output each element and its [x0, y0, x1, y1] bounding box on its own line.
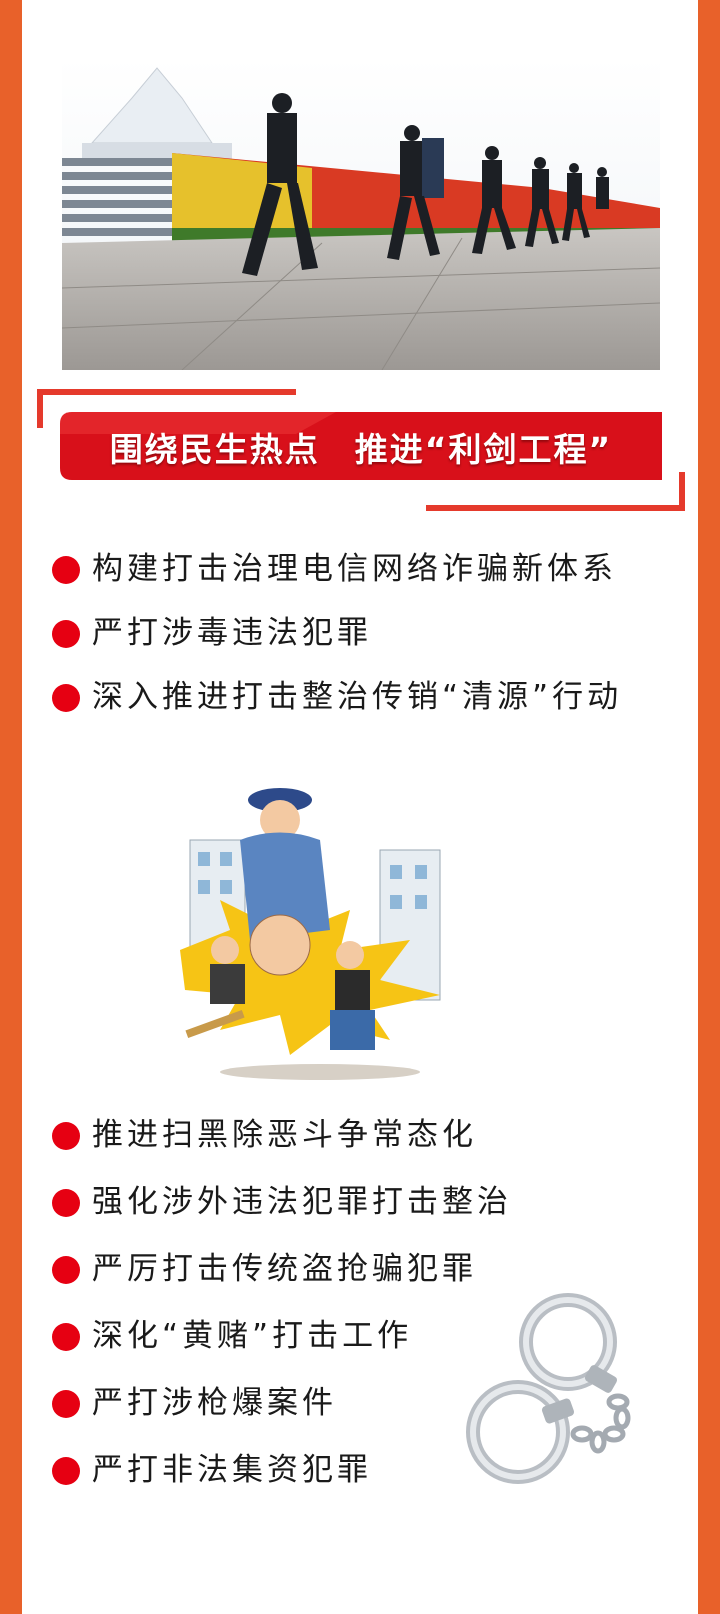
measures-list-bottom: 推进扫黑除恶斗争常态化 强化涉外违法犯罪打击整治 严厉打击传统盗抢骗犯罪 深化“… [52, 1110, 652, 1512]
red-dot-icon [52, 684, 80, 712]
list-item: 深入推进打击整治传销“清源”行动 [52, 672, 652, 722]
red-dot-icon [52, 1457, 80, 1485]
red-dot-icon [52, 1390, 80, 1418]
red-dot-icon [52, 620, 80, 648]
right-orange-border [698, 0, 720, 1614]
red-dot-icon [52, 556, 80, 584]
police-arrest-cartoon [180, 780, 460, 1080]
police-patrol-photo [62, 58, 660, 370]
red-dot-icon [52, 1323, 80, 1351]
list-item: 严打涉枪爆案件 [52, 1378, 652, 1428]
list-item: 推进扫黑除恶斗争常态化 [52, 1110, 652, 1160]
list-item-text: 深入推进打击整治传销“清源”行动 [92, 679, 623, 715]
list-item-text: 严厉打击传统盗抢骗犯罪 [92, 1251, 477, 1287]
cartoon-illustration [180, 788, 441, 1080]
handcuffs-graphic [466, 1293, 631, 1484]
left-orange-border [0, 0, 22, 1614]
list-item-text: 构建打击治理电信网络诈骗新体系 [92, 551, 617, 587]
red-dot-icon [52, 1189, 80, 1217]
list-item-text: 严打涉枪爆案件 [92, 1385, 337, 1421]
banner-title: 围绕民生热点 推进“利剑工程” [109, 430, 613, 469]
banner-background [37, 389, 685, 511]
list-item-text: 推进扫黑除恶斗争常态化 [92, 1117, 477, 1153]
list-item: 严打非法集资犯罪 [52, 1445, 652, 1495]
list-item: 构建打击治理电信网络诈骗新体系 [52, 544, 652, 594]
list-item-text: 深化“黄赌”打击工作 [92, 1318, 413, 1354]
list-item-text: 强化涉外违法犯罪打击整治 [92, 1184, 512, 1220]
list-item: 强化涉外违法犯罪打击整治 [52, 1177, 652, 1227]
list-item: 严厉打击传统盗抢骗犯罪 [52, 1244, 652, 1294]
red-dot-icon [52, 1122, 80, 1150]
section-banner: 围绕民生热点 推进“利剑工程” [36, 388, 686, 512]
list-item: 深化“黄赌”打击工作 [52, 1311, 652, 1361]
list-item: 严打涉毒违法犯罪 [52, 608, 652, 658]
handcuffs-icon [458, 1292, 658, 1492]
list-item-text: 严打涉毒违法犯罪 [92, 615, 372, 651]
measures-list-top: 构建打击治理电信网络诈骗新体系 严打涉毒违法犯罪 深入推进打击整治传销“清源”行… [52, 544, 652, 736]
list-item-text: 严打非法集资犯罪 [92, 1452, 372, 1488]
red-dot-icon [52, 1256, 80, 1284]
patrol-photo-illustration [62, 58, 660, 370]
